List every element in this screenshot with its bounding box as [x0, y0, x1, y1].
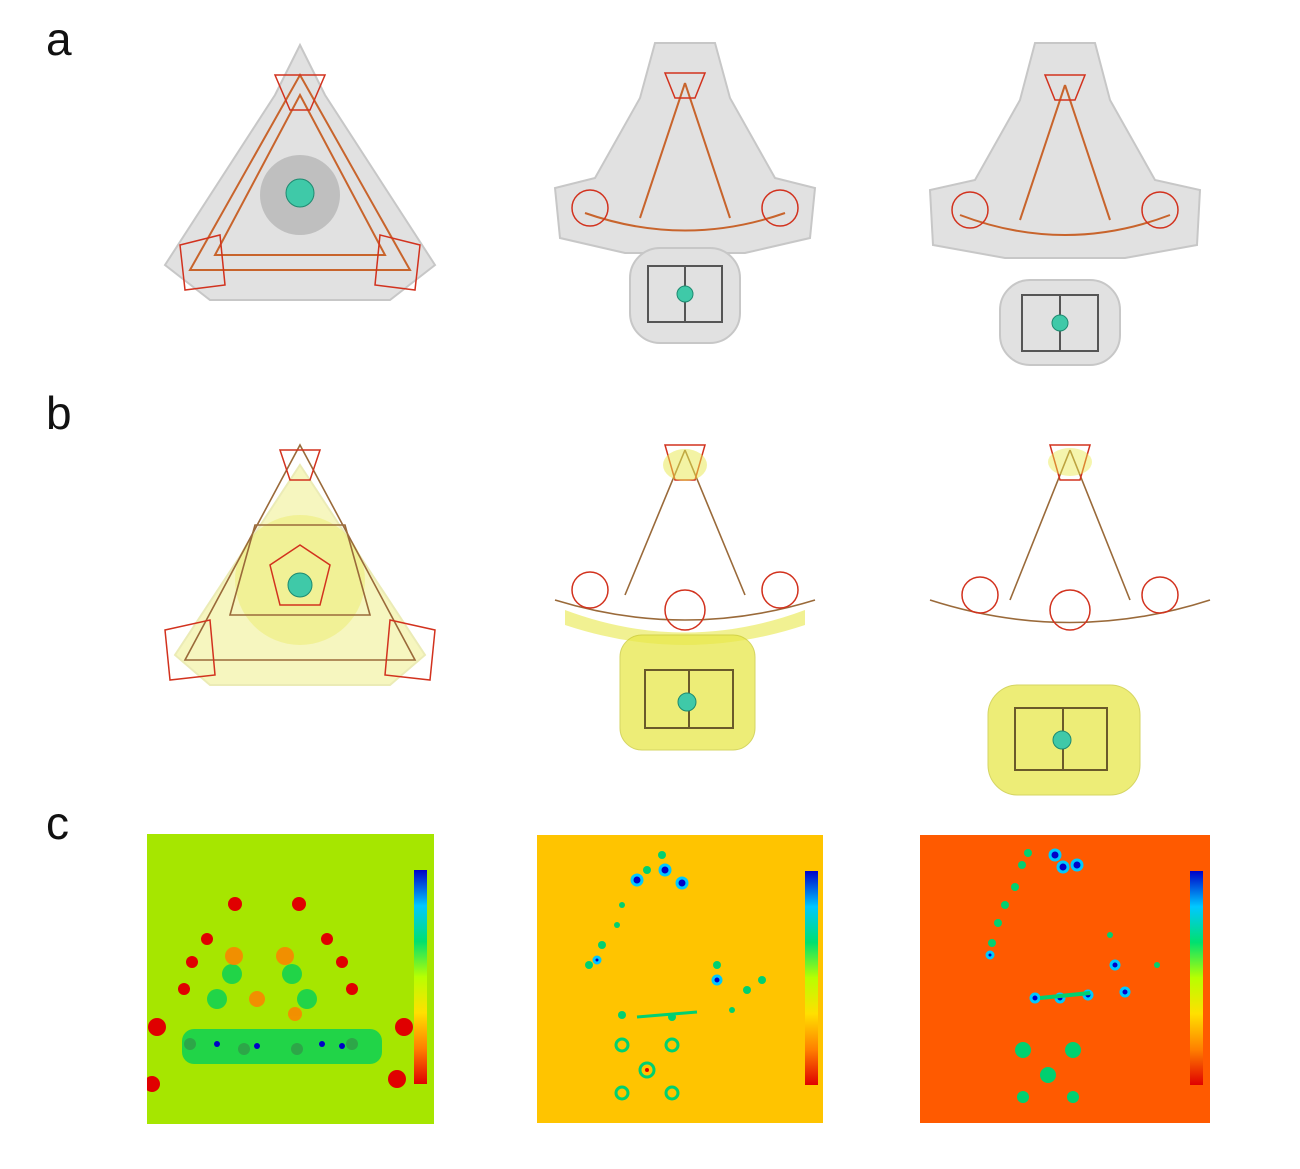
panel-label-b: b	[46, 387, 72, 439]
colorbar-right	[1190, 871, 1203, 1085]
row-a-structure-side-view-2	[925, 40, 1205, 370]
panel-label-a: a	[46, 13, 72, 65]
colorbar-middle	[805, 871, 818, 1085]
panel-label-c: c	[46, 797, 69, 849]
row-b-density-top-view	[150, 425, 450, 705]
row-b-density-side-view-1	[545, 425, 825, 755]
row-b-density-side-view-2	[920, 420, 1220, 800]
row-c-map-right	[920, 835, 1210, 1123]
row-c-map-left	[147, 834, 434, 1124]
row-a-structure-top-view	[150, 35, 450, 315]
row-a-structure-side-view-1	[545, 38, 825, 348]
colorbar-left	[414, 870, 427, 1084]
row-c-map-middle	[537, 835, 823, 1123]
